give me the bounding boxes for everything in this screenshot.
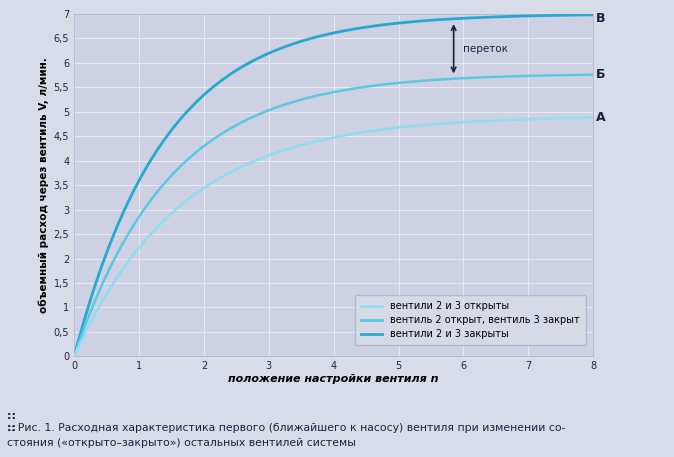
Text: ::: ::	[7, 423, 20, 433]
Text: переток: переток	[464, 44, 508, 54]
Legend: вентили 2 и 3 открыты, вентиль 2 открыт, вентиль 3 закрыт, вентили 2 и 3 закрыты: вентили 2 и 3 открыты, вентиль 2 открыт,…	[355, 295, 586, 345]
Text: Б: Б	[596, 68, 606, 81]
Text: В: В	[596, 12, 606, 25]
Text: ::: ::	[7, 411, 20, 421]
Text: стояния («открыто–закрыто») остальных вентилей системы: стояния («открыто–закрыто») остальных ве…	[7, 438, 356, 448]
Text: :: Рис. 1. Расходная характеристика первого (ближайшего к насосу) вентиля при из: :: Рис. 1. Расходная характеристика перв…	[7, 423, 565, 433]
Y-axis label: объемный расход через вентиль V, л/мин.: объемный расход через вентиль V, л/мин.	[39, 57, 49, 313]
Text: А: А	[596, 111, 606, 124]
X-axis label: положение настройки вентиля n: положение настройки вентиля n	[228, 374, 439, 384]
